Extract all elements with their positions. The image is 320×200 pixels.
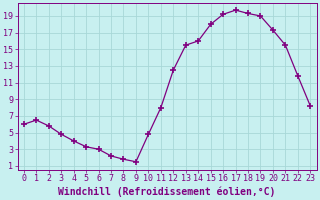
X-axis label: Windchill (Refroidissement éolien,°C): Windchill (Refroidissement éolien,°C) [58,186,276,197]
